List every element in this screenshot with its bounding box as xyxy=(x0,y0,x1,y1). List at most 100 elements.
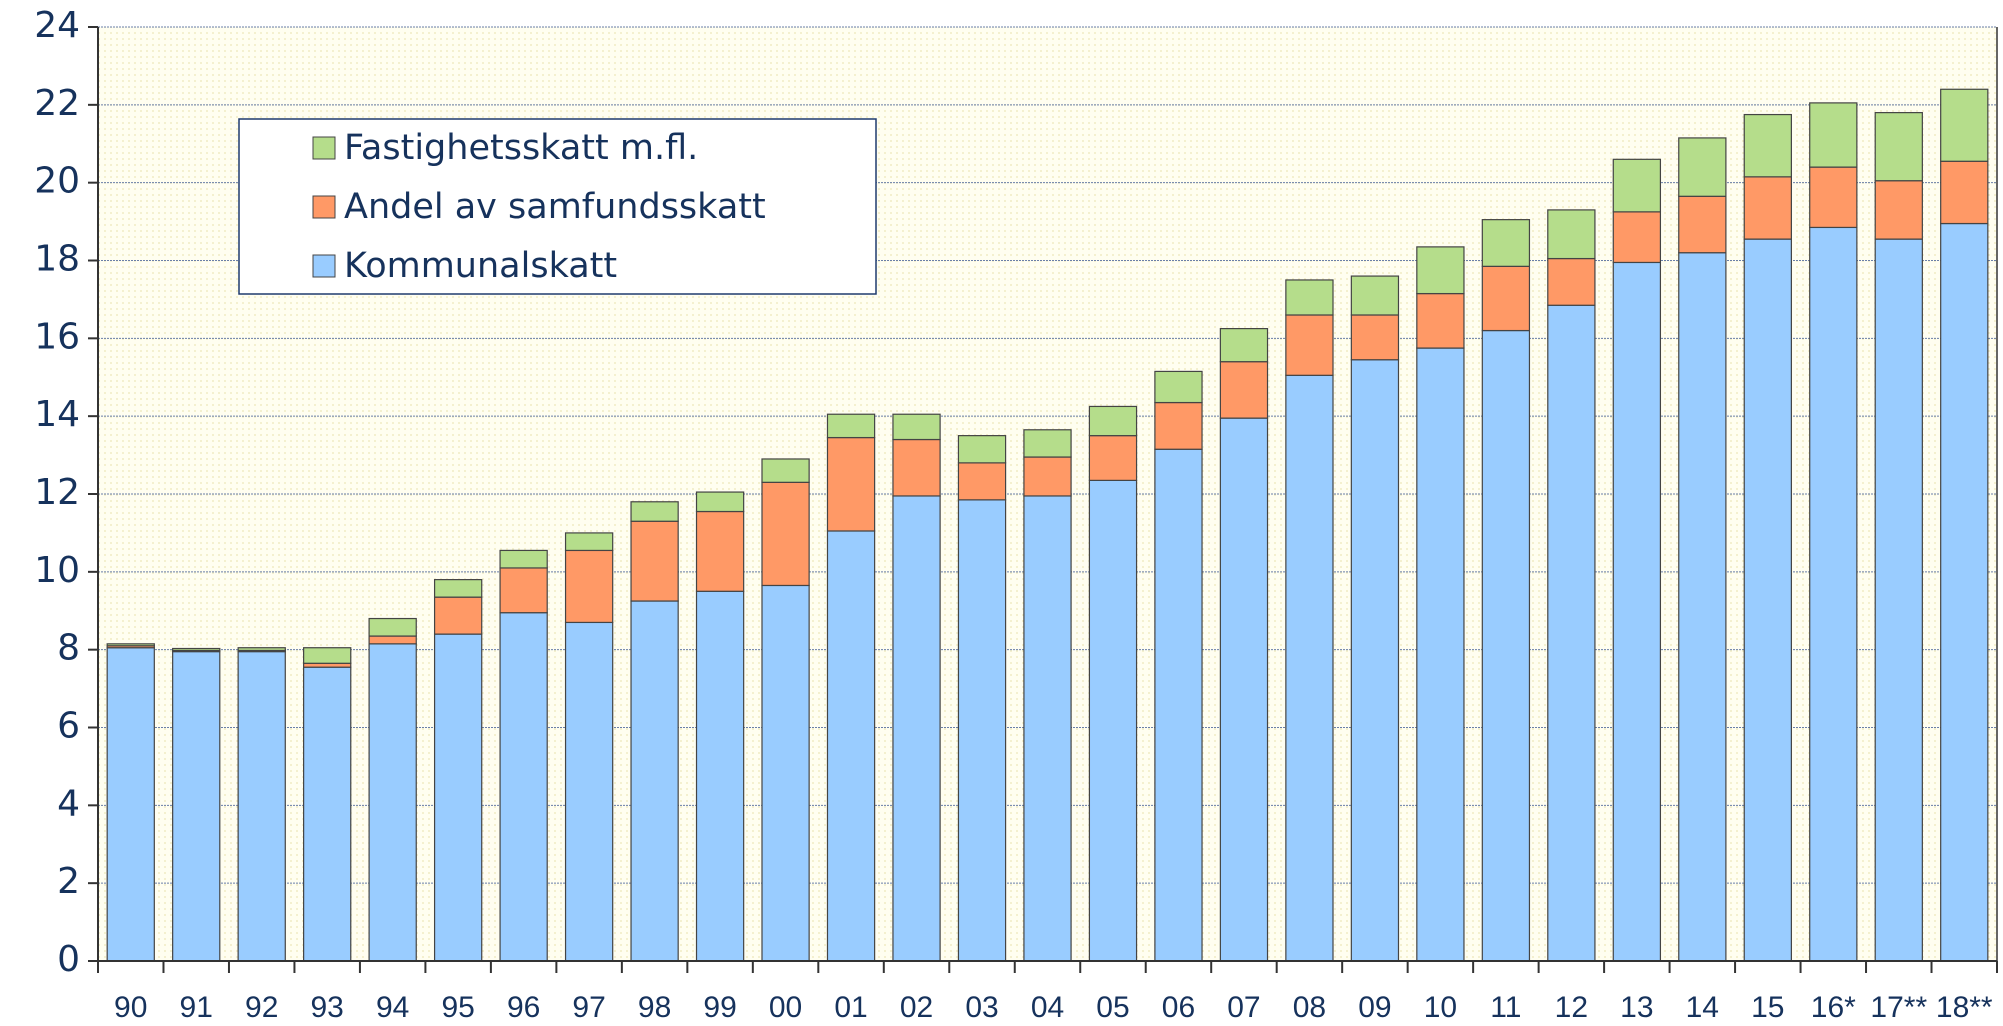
bar-segment xyxy=(695,491,745,513)
legend-box xyxy=(238,118,877,295)
bar-segment xyxy=(1285,279,1334,316)
bar-segment xyxy=(761,481,810,587)
bar-segment xyxy=(1481,329,1531,962)
bar-segment xyxy=(368,617,417,637)
bar-segment xyxy=(1940,88,1989,162)
legend-label: Andel av samfundsskatt xyxy=(344,187,766,227)
bar-segment xyxy=(892,495,941,962)
bar-segment xyxy=(172,651,221,962)
bar-segment xyxy=(1219,328,1269,363)
x-tick-label: 12 xyxy=(1555,991,1588,1024)
y-tick-label: 14 xyxy=(34,394,80,435)
bar-segment xyxy=(499,549,548,569)
x-tick-label: 17** xyxy=(1870,991,1927,1024)
bar-segment xyxy=(433,596,483,635)
bar-segment xyxy=(106,647,155,962)
bar-segment xyxy=(1023,429,1072,458)
bar-segment xyxy=(1285,374,1334,962)
bar-segment xyxy=(303,666,352,962)
y-tick-label: 22 xyxy=(34,83,80,124)
x-tick-label: 00 xyxy=(769,991,802,1024)
x-tick-label: 14 xyxy=(1686,991,1719,1024)
bar-segment xyxy=(1154,401,1203,450)
bar-segment xyxy=(303,647,352,664)
x-tick-label: 09 xyxy=(1358,991,1391,1024)
bar-segment xyxy=(1678,252,1727,962)
y-tick-label: 2 xyxy=(57,861,80,902)
bar-segment xyxy=(1612,261,1662,962)
bar-segment xyxy=(1678,137,1727,197)
x-tick-label: 94 xyxy=(376,991,409,1024)
bar-segment xyxy=(630,520,679,602)
legend-swatch xyxy=(312,254,336,278)
x-tick-label: 91 xyxy=(180,991,213,1024)
bar-segment xyxy=(1350,359,1400,962)
bar-segment xyxy=(1416,347,1465,962)
legend-label: Fastighetsskatt m.fl. xyxy=(344,128,698,168)
bar-segment xyxy=(1809,166,1858,229)
x-tick-label: 10 xyxy=(1424,991,1457,1024)
bar-segment xyxy=(564,532,614,552)
x-tick-label: 95 xyxy=(441,991,474,1024)
bar-segment xyxy=(106,643,155,647)
bar-segment xyxy=(1874,112,1923,182)
legend-swatch xyxy=(312,136,336,160)
bar-segment xyxy=(1088,479,1138,962)
bar-segment xyxy=(1874,180,1923,240)
bar-segment xyxy=(1481,219,1531,267)
bar-segment xyxy=(1743,113,1792,178)
x-tick-label: 03 xyxy=(965,991,998,1024)
bar-segment xyxy=(1547,209,1596,260)
bar-segment xyxy=(1088,435,1138,481)
bar-segment xyxy=(826,436,876,532)
x-tick-label: 16* xyxy=(1811,991,1856,1024)
x-tick-label: 04 xyxy=(1031,991,1064,1024)
bar-segment xyxy=(1416,292,1465,349)
bar-segment xyxy=(1874,238,1923,962)
bar-segment xyxy=(630,600,679,962)
bar-segment xyxy=(1481,265,1531,332)
bar-segment xyxy=(1088,405,1138,437)
y-tick-label: 4 xyxy=(57,783,80,824)
legend-label: Kommunalskatt xyxy=(344,246,617,286)
bar-segment xyxy=(695,510,745,592)
y-tick-label: 6 xyxy=(57,706,80,747)
bar-segment xyxy=(957,462,1007,501)
bar-segment xyxy=(1612,211,1662,264)
bar-segment xyxy=(695,590,745,962)
bar-segment xyxy=(892,438,941,497)
bar-segment xyxy=(433,579,483,598)
y-tick-label: 8 xyxy=(57,628,80,669)
bar-segment xyxy=(761,584,810,962)
x-tick-label: 93 xyxy=(311,991,344,1024)
bar-segment xyxy=(1219,417,1269,962)
bar-segment xyxy=(1023,456,1072,497)
x-tick-label: 05 xyxy=(1096,991,1129,1024)
bar-segment xyxy=(499,567,548,614)
bar-segment xyxy=(368,643,417,962)
bar-segment xyxy=(1547,304,1596,962)
y-tick-label: 16 xyxy=(34,316,80,357)
bar-segment xyxy=(1809,102,1858,168)
x-tick-label: 07 xyxy=(1227,991,1260,1024)
bar-segment xyxy=(1547,257,1596,306)
bar-segment xyxy=(1154,370,1203,404)
bar-segment xyxy=(499,612,548,962)
legend-swatch xyxy=(312,195,336,219)
bar-segment xyxy=(237,651,286,962)
x-tick-label: 99 xyxy=(703,991,736,1024)
bar-segment xyxy=(1285,314,1334,376)
y-tick-label: 20 xyxy=(34,161,80,202)
bar-segment xyxy=(368,635,417,645)
x-tick-label: 15 xyxy=(1751,991,1784,1024)
bar-segment xyxy=(1612,158,1662,213)
bar-segment xyxy=(433,633,483,962)
bar-segment xyxy=(1350,314,1400,361)
bar-segment xyxy=(1154,448,1203,962)
bar-segment xyxy=(761,458,810,483)
x-tick-label: 02 xyxy=(900,991,933,1024)
y-tick-label: 18 xyxy=(34,239,80,280)
x-tick-label: 01 xyxy=(834,991,867,1024)
y-tick-label: 24 xyxy=(34,5,80,46)
